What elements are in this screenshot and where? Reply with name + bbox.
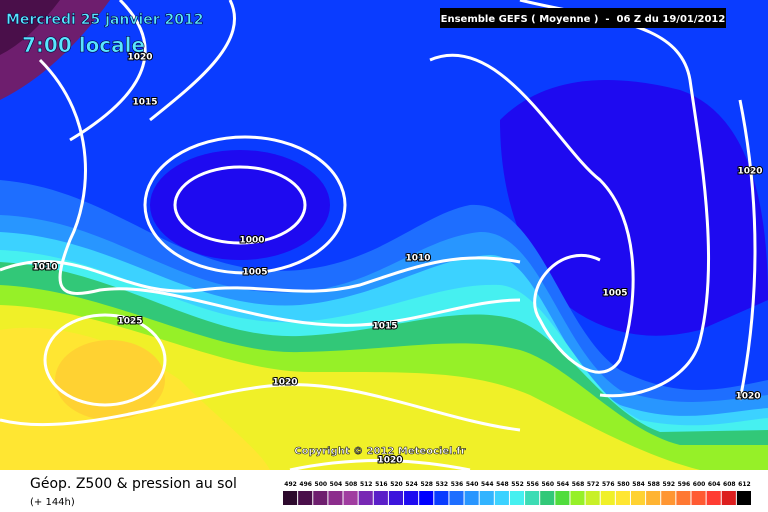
scale-swatch xyxy=(525,491,540,505)
isobar-label: 1020 xyxy=(735,392,760,402)
isobar-label: 1015 xyxy=(132,98,157,108)
legend-title: Géop. Z500 & pression au sol xyxy=(30,476,237,492)
copyright: Copyright © 2012 Meteociel.fr xyxy=(294,446,465,457)
scale-label: 572 xyxy=(587,481,600,488)
scale-label: 596 xyxy=(678,481,691,488)
legend-subtitle: (+ 144h) xyxy=(30,497,75,508)
scale-swatch xyxy=(555,491,570,505)
scale-label: 560 xyxy=(541,481,554,488)
scale-label: 520 xyxy=(390,481,403,488)
local-time: 7:00 locale xyxy=(22,33,145,57)
scale-swatch xyxy=(615,491,630,505)
scale-swatch xyxy=(585,491,600,505)
scale-label: 608 xyxy=(723,481,736,488)
scale-label: 532 xyxy=(436,481,449,488)
scale-swatch xyxy=(721,491,736,505)
scale-label: 544 xyxy=(481,481,494,488)
scale-swatch xyxy=(343,491,358,505)
scale-swatch xyxy=(646,491,661,505)
isobar-label: 1020 xyxy=(737,167,762,177)
scale-label: 500 xyxy=(315,481,328,488)
scale-swatch xyxy=(449,491,464,505)
scale-swatch xyxy=(283,491,298,505)
scale-swatch xyxy=(388,491,404,505)
isobar-label: 1020 xyxy=(127,53,152,63)
scale-swatch xyxy=(509,491,525,505)
scale-label: 528 xyxy=(420,481,433,488)
scale-swatch xyxy=(661,491,676,505)
isobar-label: 1010 xyxy=(32,263,57,273)
scale-swatch xyxy=(358,491,373,505)
scale-swatch xyxy=(676,491,691,505)
scale-label: 508 xyxy=(345,481,358,488)
scale-swatch xyxy=(630,491,646,505)
scale-swatch xyxy=(298,491,313,505)
date: Mercredi 25 janvier 2012 xyxy=(6,12,203,28)
scale-label: 564 xyxy=(557,481,570,488)
scale-label: 568 xyxy=(572,481,585,488)
isobar-labels: 1020 1015 1000 1005 1010 1010 1025 1015 … xyxy=(31,52,763,467)
scale-label: 592 xyxy=(663,481,676,488)
scale-swatch xyxy=(373,491,388,505)
scale-label: 512 xyxy=(360,481,373,488)
scale-swatch xyxy=(313,491,328,505)
scale-swatch xyxy=(328,491,343,505)
scale-swatch xyxy=(419,491,434,505)
isobar-label: 1005 xyxy=(602,289,627,299)
field xyxy=(0,0,768,470)
scale-label: 604 xyxy=(708,481,721,488)
scale-label: 588 xyxy=(647,481,660,488)
run-info: Ensemble GEFS ( Moyenne ) - 06 Z du 19/0… xyxy=(441,14,726,25)
scale-label: 548 xyxy=(496,481,509,488)
scale-swatch xyxy=(600,491,615,505)
scale-swatch xyxy=(540,491,555,505)
scale-label: 540 xyxy=(466,481,479,488)
isobar-label: 1005 xyxy=(242,268,267,278)
scale-label: 536 xyxy=(451,481,464,488)
isobar-label: 1020 xyxy=(272,378,297,388)
isobars xyxy=(0,0,757,432)
scale-label: 524 xyxy=(405,481,418,488)
scale-swatch xyxy=(570,491,585,505)
isobar-label: 1020 xyxy=(377,456,402,466)
scale-swatch xyxy=(736,491,751,505)
scale-label: 600 xyxy=(693,481,706,488)
isobar-label: 1025 xyxy=(117,317,142,327)
scale-label: 504 xyxy=(330,481,343,488)
scale-label: 496 xyxy=(299,481,312,488)
scale-label: 516 xyxy=(375,481,388,488)
scale-swatch xyxy=(404,491,419,505)
scale-swatch xyxy=(691,491,706,505)
scale-label: 556 xyxy=(526,481,539,488)
scale-swatch xyxy=(706,491,721,505)
scale-label: 552 xyxy=(511,481,524,488)
color-scale: 492 496 500 504 508 512 516 520 524 528 532 536 540 5… xyxy=(283,481,751,505)
scale-swatch xyxy=(494,491,509,505)
scale-label: 584 xyxy=(632,481,645,488)
scale-label: 580 xyxy=(617,481,630,488)
scale-label: 492 xyxy=(284,481,297,488)
scale-label: 576 xyxy=(602,481,615,488)
scale-swatch xyxy=(464,491,479,505)
isobar-label: 1010 xyxy=(405,254,430,264)
run-box xyxy=(440,8,726,28)
isobar-label: 1015 xyxy=(372,322,397,332)
scale-swatch xyxy=(479,491,494,505)
isobar-label: 1000 xyxy=(239,236,264,246)
scale-swatch xyxy=(434,491,449,505)
scale-label: 612 xyxy=(738,481,751,488)
